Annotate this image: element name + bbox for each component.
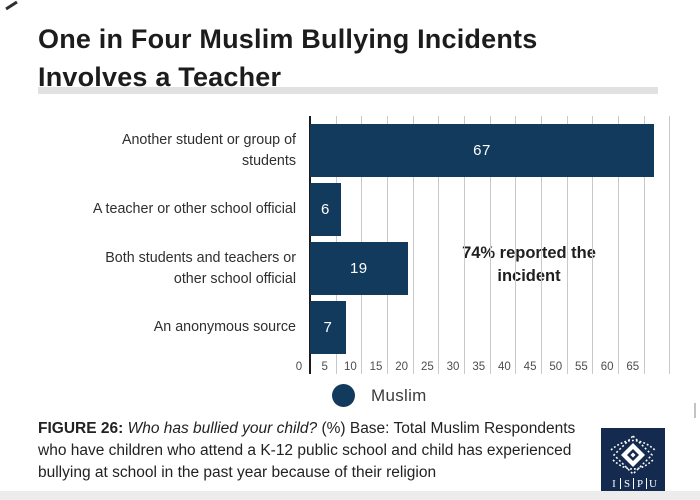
chart-bar: 6 — [310, 183, 341, 236]
gridline — [412, 116, 414, 374]
chart-bar: 7 — [310, 301, 346, 354]
ispu-logo: I S P U — [601, 428, 665, 492]
bar-value-label: 7 — [323, 319, 333, 336]
category-label: A teacher or other school official — [92, 201, 296, 218]
chart-bar: 67 — [310, 124, 655, 177]
gridline — [464, 116, 466, 374]
x-tick-label: 50 — [549, 361, 563, 373]
logo-outer-diamond — [612, 434, 654, 476]
annotation-callout: 74% reported the incident — [450, 239, 608, 292]
chart-bar: 19 — [310, 242, 408, 295]
logo-top-arc — [610, 439, 656, 451]
x-tick-label: 55 — [575, 361, 588, 373]
logo-bottom-arc — [612, 459, 654, 470]
plot-area: 74% reported the incident 0 5 10 15 20 25 30 35… — [296, 116, 690, 374]
legend: Muslim — [332, 384, 427, 407]
category-label: Both students and teachers or other scho… — [105, 249, 296, 287]
figure-caption: FIGURE 26: Who has bullied your child? (… — [38, 418, 598, 484]
x-tick-label: 10 — [343, 361, 357, 373]
caption-survey-question: Who has bullied your child? — [127, 420, 322, 437]
x-tick-label: 35 — [472, 361, 486, 373]
x-tick-label: 60 — [600, 361, 614, 373]
x-tick-label: 30 — [446, 361, 460, 373]
category-label: An anonymous source — [153, 319, 296, 336]
logo-center-dot — [630, 452, 636, 458]
gridline — [592, 116, 594, 374]
legend-marker-circle-icon — [332, 384, 355, 407]
logo-letter: U — [649, 478, 657, 490]
x-tick-label: 65 — [626, 361, 640, 373]
bar-value-label: 19 — [349, 260, 368, 277]
gridline — [643, 116, 645, 374]
edge-mark-artifact — [694, 403, 696, 418]
x-tick-label: 5 — [321, 361, 328, 373]
category-label: Another student or group of students — [121, 131, 296, 169]
chart-title: One in Four Muslim Bullying Incidents In… — [38, 20, 668, 96]
gridline — [489, 116, 491, 374]
bottom-border-strip — [0, 491, 700, 500]
logo-letter-row: I S P U — [612, 478, 657, 490]
caption-base-text: (%) Base: Total Muslim Respondents who h… — [38, 420, 576, 481]
x-tick-label: 25 — [420, 361, 434, 373]
gridline — [515, 116, 517, 374]
logo-letter: S — [624, 478, 630, 490]
x-tick-label: 40 — [497, 361, 511, 373]
logo-letter: P — [637, 478, 643, 490]
logo-letter: I — [612, 478, 616, 490]
caption-figure-number: FIGURE 26: — [38, 420, 128, 437]
x-tick-label: 15 — [369, 361, 383, 373]
x-tick-label: 45 — [523, 361, 537, 373]
title-divider — [38, 87, 658, 94]
gridline — [566, 116, 568, 374]
gridline — [618, 116, 620, 374]
bar-value-label: 6 — [320, 201, 330, 218]
legend-label: Muslim — [371, 385, 427, 405]
category-axis: Another student or group of students A te… — [20, 121, 296, 357]
x-tick-label: 0 — [295, 361, 303, 373]
gridline — [438, 116, 440, 374]
corner-mark-artifact — [5, 0, 18, 11]
gridline — [669, 116, 671, 374]
x-tick-label: 20 — [395, 361, 409, 373]
chart-title-line1: One in Four Muslim Bullying Incidents — [38, 24, 538, 54]
gridline — [541, 116, 543, 374]
bar-value-label: 67 — [473, 142, 491, 159]
